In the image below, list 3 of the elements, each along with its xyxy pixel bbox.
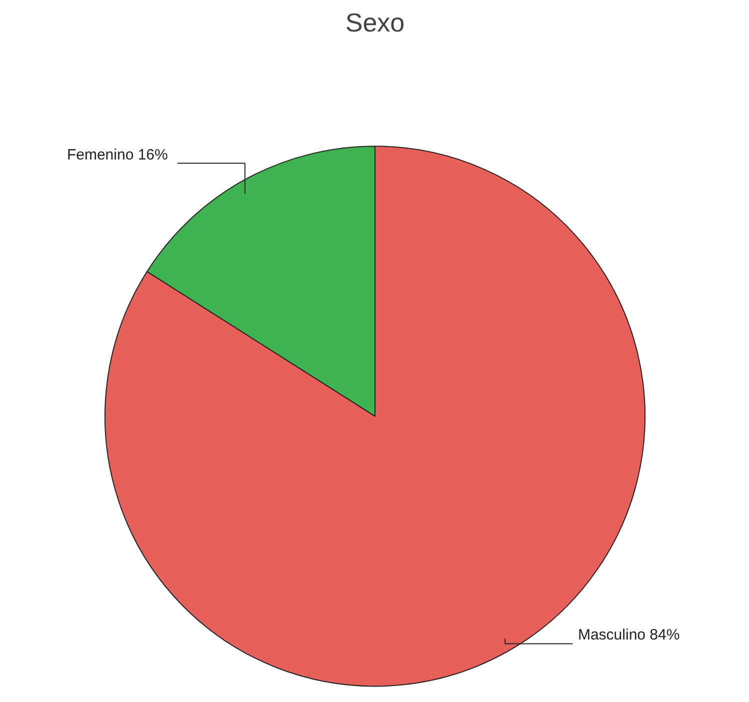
slice-label: Masculino 84% — [578, 626, 680, 644]
slice-label: Femenino 16% — [66, 146, 168, 164]
chart-title: Sexo — [345, 8, 405, 38]
